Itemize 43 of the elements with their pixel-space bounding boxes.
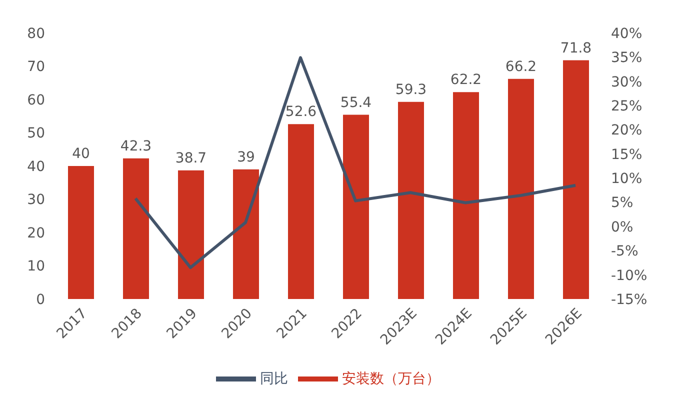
bar (398, 102, 424, 299)
y2-tick-label: 15% (611, 146, 642, 163)
bar (288, 124, 314, 299)
y-tick-label: 30 (27, 192, 45, 208)
y-tick-label: 20 (27, 225, 45, 242)
data-label: 71.8 (560, 40, 592, 56)
y-tick-label: 0 (36, 292, 45, 308)
y2-tick-label: 5% (611, 195, 634, 212)
data-label: 59.3 (395, 82, 427, 98)
bar (343, 114, 369, 299)
bar (68, 166, 94, 299)
y2-tick-label: 40% (611, 26, 642, 42)
bar (178, 170, 204, 299)
bar (123, 158, 149, 299)
data-label: 62.2 (450, 72, 482, 88)
bar (508, 78, 534, 299)
data-label: 55.4 (340, 94, 372, 111)
y-tick-label: 60 (27, 92, 45, 108)
bar (563, 60, 589, 299)
y2-tick-label: 0% (611, 219, 634, 236)
y-tick-label: 50 (27, 126, 45, 142)
data-label: 40 (72, 146, 90, 162)
data-label: 38.7 (175, 150, 207, 166)
y-tick-label: 70 (27, 59, 45, 76)
y2-tick-label: -10% (611, 268, 648, 284)
legend-label: 同比 (260, 370, 288, 387)
y-tick-label: 40 (27, 158, 45, 175)
y2-tick-label: -15% (611, 292, 648, 308)
y2-tick-label: 25% (611, 98, 642, 115)
bar (453, 92, 479, 299)
y2-tick-label: 35% (611, 50, 642, 66)
y2-tick-label: 10% (611, 171, 642, 188)
y2-tick-label: -5% (611, 244, 638, 260)
y-tick-label: 10 (27, 258, 45, 275)
data-label: 42.3 (120, 138, 152, 154)
legend-label: 安装数（万台） (342, 370, 440, 387)
y2-tick-label: 30% (611, 74, 642, 90)
data-label: 52.6 (285, 104, 317, 120)
bar (233, 169, 259, 299)
y2-tick-label: 20% (611, 122, 642, 139)
y-tick-label: 80 (27, 26, 45, 42)
data-label: 39 (237, 149, 255, 166)
data-label: 66.2 (505, 58, 537, 75)
